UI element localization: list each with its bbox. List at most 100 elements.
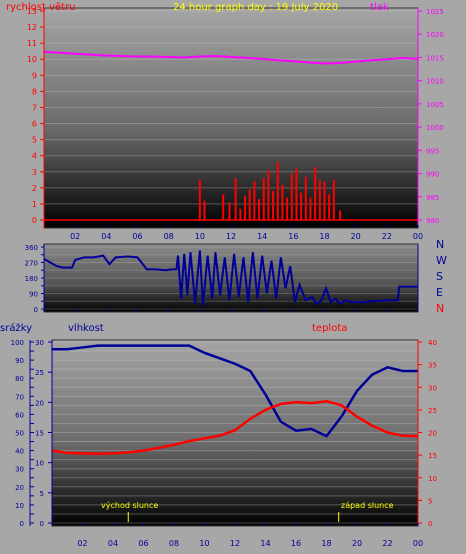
humidity-line — [52, 344, 418, 438]
wind-speed-bar — [339, 210, 342, 220]
temperature-axis-title: teplota — [312, 323, 347, 334]
wind-speed-bar — [262, 178, 265, 220]
bottom-x-tick-label: 12 — [230, 539, 240, 548]
wind-x-tick-label: 20 — [351, 232, 361, 241]
temperature-tick-label: 30 — [428, 384, 437, 392]
compass-e: E — [436, 286, 443, 299]
compass-s: S — [436, 270, 443, 283]
compass-w: W — [436, 254, 447, 267]
pressure-tick-label: 980 — [426, 217, 439, 225]
wind-x-tick-label: 06 — [132, 232, 142, 241]
bottom-x-tick-label: 04 — [108, 539, 118, 548]
bottom-x-tick-label: 22 — [382, 539, 392, 548]
wind-speed-tick-label: 10 — [27, 55, 37, 64]
wind-speed-tick-label: 9 — [32, 71, 37, 80]
wind-speed-bar — [281, 184, 284, 220]
bottom-x-tick-label: 02 — [77, 539, 87, 548]
wind-speed-bar — [276, 162, 279, 220]
wind-speed-tick-label: 13 — [27, 7, 37, 16]
temperature-tick-label: 15 — [428, 452, 437, 460]
temperature-tick-label: 35 — [428, 362, 437, 370]
wind-speed-bar — [295, 168, 298, 220]
humidity-tick-label: 0 — [40, 520, 44, 528]
compass-n-bottom: N — [436, 302, 444, 315]
sunset-label: západ slunce — [341, 501, 394, 510]
bottom-x-tick-label: 06 — [138, 539, 148, 548]
pressure-tick-label: 1000 — [426, 124, 444, 132]
wind-speed-bar — [309, 197, 312, 220]
wind-speed-tick-label: 11 — [27, 39, 37, 48]
direction-tick-label: 180 — [25, 275, 38, 283]
temperature-tick-label: 5 — [428, 497, 432, 505]
wind-speed-bar — [314, 166, 317, 220]
chart-title: 24 hour graph day : 19 July 2020 — [173, 2, 338, 13]
wind-speed-tick-label: 1 — [32, 200, 37, 209]
humidity-tick-label: 20 — [35, 399, 44, 407]
wind-speed-bar — [258, 199, 261, 220]
direction-tick-label: 0 — [34, 306, 38, 314]
precipitation-tick-label: 60 — [15, 411, 24, 419]
temperature-line — [51, 400, 419, 456]
wind-speed-tick-label: 3 — [32, 168, 37, 177]
wind-speed-tick-label: 12 — [27, 23, 37, 32]
wind-speed-tick-label: 4 — [32, 152, 37, 161]
direction-tick-label: 90 — [29, 291, 38, 299]
temperature-tick-label: 10 — [428, 475, 437, 483]
wind-speed-tick-label: 6 — [32, 120, 37, 129]
wind-speed-tick-label: 2 — [32, 184, 37, 193]
humidity-tick-label: 30 — [35, 339, 44, 347]
wind-x-tick-label: 14 — [257, 232, 267, 241]
wind-speed-bar — [248, 189, 251, 220]
wind-speed-bar — [323, 181, 326, 220]
wind-speed-bar — [228, 202, 231, 220]
temperature-tick-label: 20 — [428, 430, 437, 438]
humidity-tick-label: 10 — [35, 460, 44, 468]
wind-speed-bar — [286, 197, 289, 220]
wind-speed-tick-label: 7 — [32, 103, 37, 112]
wind-speed-bar — [253, 181, 256, 220]
wind-speed-bar — [332, 179, 335, 220]
wind-x-tick-label: 02 — [70, 232, 80, 241]
wind-speed-bar — [239, 208, 242, 220]
precipitation-tick-label: 40 — [15, 448, 24, 456]
humidity-temperature-plot-area — [51, 339, 419, 527]
pressure-tick-label: 1020 — [426, 31, 444, 39]
wind-speed-tick-label: 8 — [32, 87, 37, 96]
pressure-tick-label: 995 — [426, 147, 439, 155]
pressure-tick-label: 1025 — [426, 8, 444, 16]
wind-x-tick-label: 00 — [413, 232, 423, 241]
precipitation-axis-title: srážky — [0, 322, 32, 334]
pressure-line — [43, 50, 419, 65]
wind-x-tick-label: 18 — [319, 232, 329, 241]
temperature-tick-label: 40 — [428, 339, 437, 347]
wind-x-tick-label: 10 — [195, 232, 205, 241]
bottom-x-tick-label: 10 — [199, 539, 209, 548]
precipitation-tick-label: 70 — [15, 393, 24, 401]
wind-speed-tick-label: 5 — [32, 136, 37, 145]
precipitation-tick-label: 80 — [15, 375, 24, 383]
precipitation-tick-label: 100 — [11, 339, 24, 347]
direction-tick-label: 360 — [25, 244, 38, 252]
wind-speed-bar — [272, 191, 275, 220]
wind-speed-bar — [244, 195, 247, 220]
wind-speed-axis-title: rychlost větru — [6, 1, 76, 13]
pressure-tick-label: 1010 — [426, 78, 444, 86]
precipitation-tick-label: 90 — [15, 357, 24, 365]
wind-speed-bar — [304, 176, 307, 220]
compass-n-top: N — [436, 238, 444, 251]
sunrise-label: východ slunce — [101, 501, 158, 510]
wind-speed-bar — [328, 194, 331, 220]
pressure-tick-label: 990 — [426, 171, 439, 179]
temperature-tick-label: 25 — [428, 407, 437, 415]
humidity-axis-title: vlhkost — [68, 323, 104, 334]
bottom-x-tick-label: 18 — [321, 539, 331, 548]
wind-speed-bar — [203, 200, 206, 220]
direction-tick-label: 270 — [25, 260, 38, 268]
wind-speed-tick-label: 0 — [32, 216, 37, 225]
precipitation-tick-label: 20 — [15, 484, 24, 492]
wind-x-tick-label: 22 — [382, 232, 392, 241]
temperature-tick-label: 0 — [428, 520, 432, 528]
wind-speed-bar — [198, 179, 201, 220]
wind-speed-bar — [290, 173, 293, 220]
